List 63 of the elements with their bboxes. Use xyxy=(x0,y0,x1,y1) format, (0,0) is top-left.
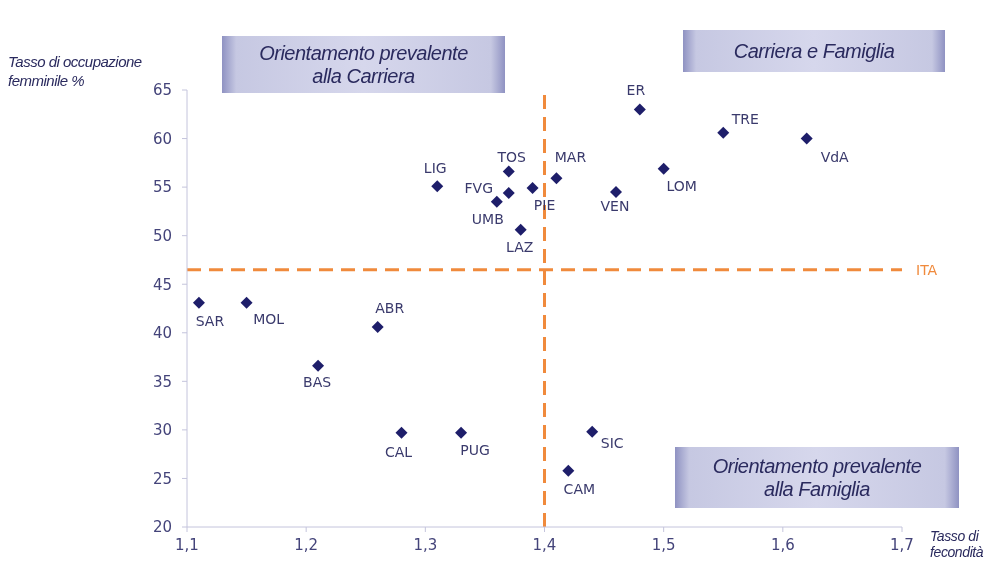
point xyxy=(490,195,503,208)
annotation: PUG xyxy=(460,441,490,458)
point xyxy=(562,464,575,477)
point xyxy=(610,185,622,198)
point xyxy=(502,165,515,178)
y-tick-label: 65 xyxy=(152,81,172,100)
text: Carriera e Famiglia xyxy=(733,39,895,63)
text: Orientamento prevalente alla Carriera xyxy=(258,41,469,88)
point xyxy=(717,126,730,139)
point xyxy=(633,103,646,116)
point xyxy=(800,132,813,145)
annotation: Orientamento prevalente alla Famiglia xyxy=(711,454,923,501)
annotation: FVG xyxy=(464,179,493,196)
point xyxy=(371,320,384,333)
y-tick-label: 50 xyxy=(152,226,172,245)
x-axis-title: Tasso di fecondità xyxy=(930,528,985,560)
annotation: MAR xyxy=(554,149,587,166)
annotation: SAR xyxy=(195,312,225,329)
point xyxy=(502,186,515,199)
annotation: SIC xyxy=(600,434,624,451)
ref-line-label: ITA xyxy=(916,261,938,278)
x-tick-label: 1,2 xyxy=(294,535,319,554)
point xyxy=(431,180,444,193)
annotation: CAL xyxy=(384,443,413,460)
x-tick-label: 1,3 xyxy=(413,535,438,554)
annotation: VdA xyxy=(820,148,850,165)
annotation: ABR xyxy=(375,299,405,316)
y-tick-label: 30 xyxy=(152,421,172,440)
x-tick-label: 1,6 xyxy=(770,535,795,554)
annotation: LOM xyxy=(666,177,697,194)
y-tick-label: 35 xyxy=(152,372,172,391)
x-tick-label: 1,1 xyxy=(175,535,199,554)
point xyxy=(192,296,205,309)
annotation: MOL xyxy=(253,310,285,327)
y-tick-label: 25 xyxy=(152,469,172,488)
y-tick-label: 40 xyxy=(152,324,172,343)
annotation: BAS xyxy=(303,373,332,390)
annotation: LAZ xyxy=(506,238,534,255)
point xyxy=(526,182,539,195)
x-tick-label: 1,5 xyxy=(651,535,676,554)
annotation: ER xyxy=(626,82,646,99)
annotation: TRE xyxy=(730,110,759,127)
y-tick-label: 45 xyxy=(152,275,172,294)
point xyxy=(312,359,325,372)
y-tick-label: 60 xyxy=(152,129,172,148)
annotation: VEN xyxy=(600,197,630,214)
x-tick-label: 1,4 xyxy=(532,535,557,554)
annotation: LIG xyxy=(423,160,447,177)
annotation: UMB xyxy=(471,210,504,227)
annotation: TOS xyxy=(496,148,527,165)
y-axis-title: Tasso di occupazione femminile % xyxy=(8,53,142,89)
point xyxy=(514,223,527,236)
point xyxy=(657,162,670,175)
point xyxy=(586,425,599,438)
point xyxy=(550,172,563,185)
y-tick-label: 55 xyxy=(152,178,172,197)
x-tick-label: 1,7 xyxy=(890,535,914,554)
y-tick-label: 20 xyxy=(152,518,172,537)
point xyxy=(395,426,408,439)
point xyxy=(455,426,468,439)
point xyxy=(240,296,253,309)
annotation: CAM xyxy=(563,480,596,497)
annotation: PIE xyxy=(533,197,556,214)
